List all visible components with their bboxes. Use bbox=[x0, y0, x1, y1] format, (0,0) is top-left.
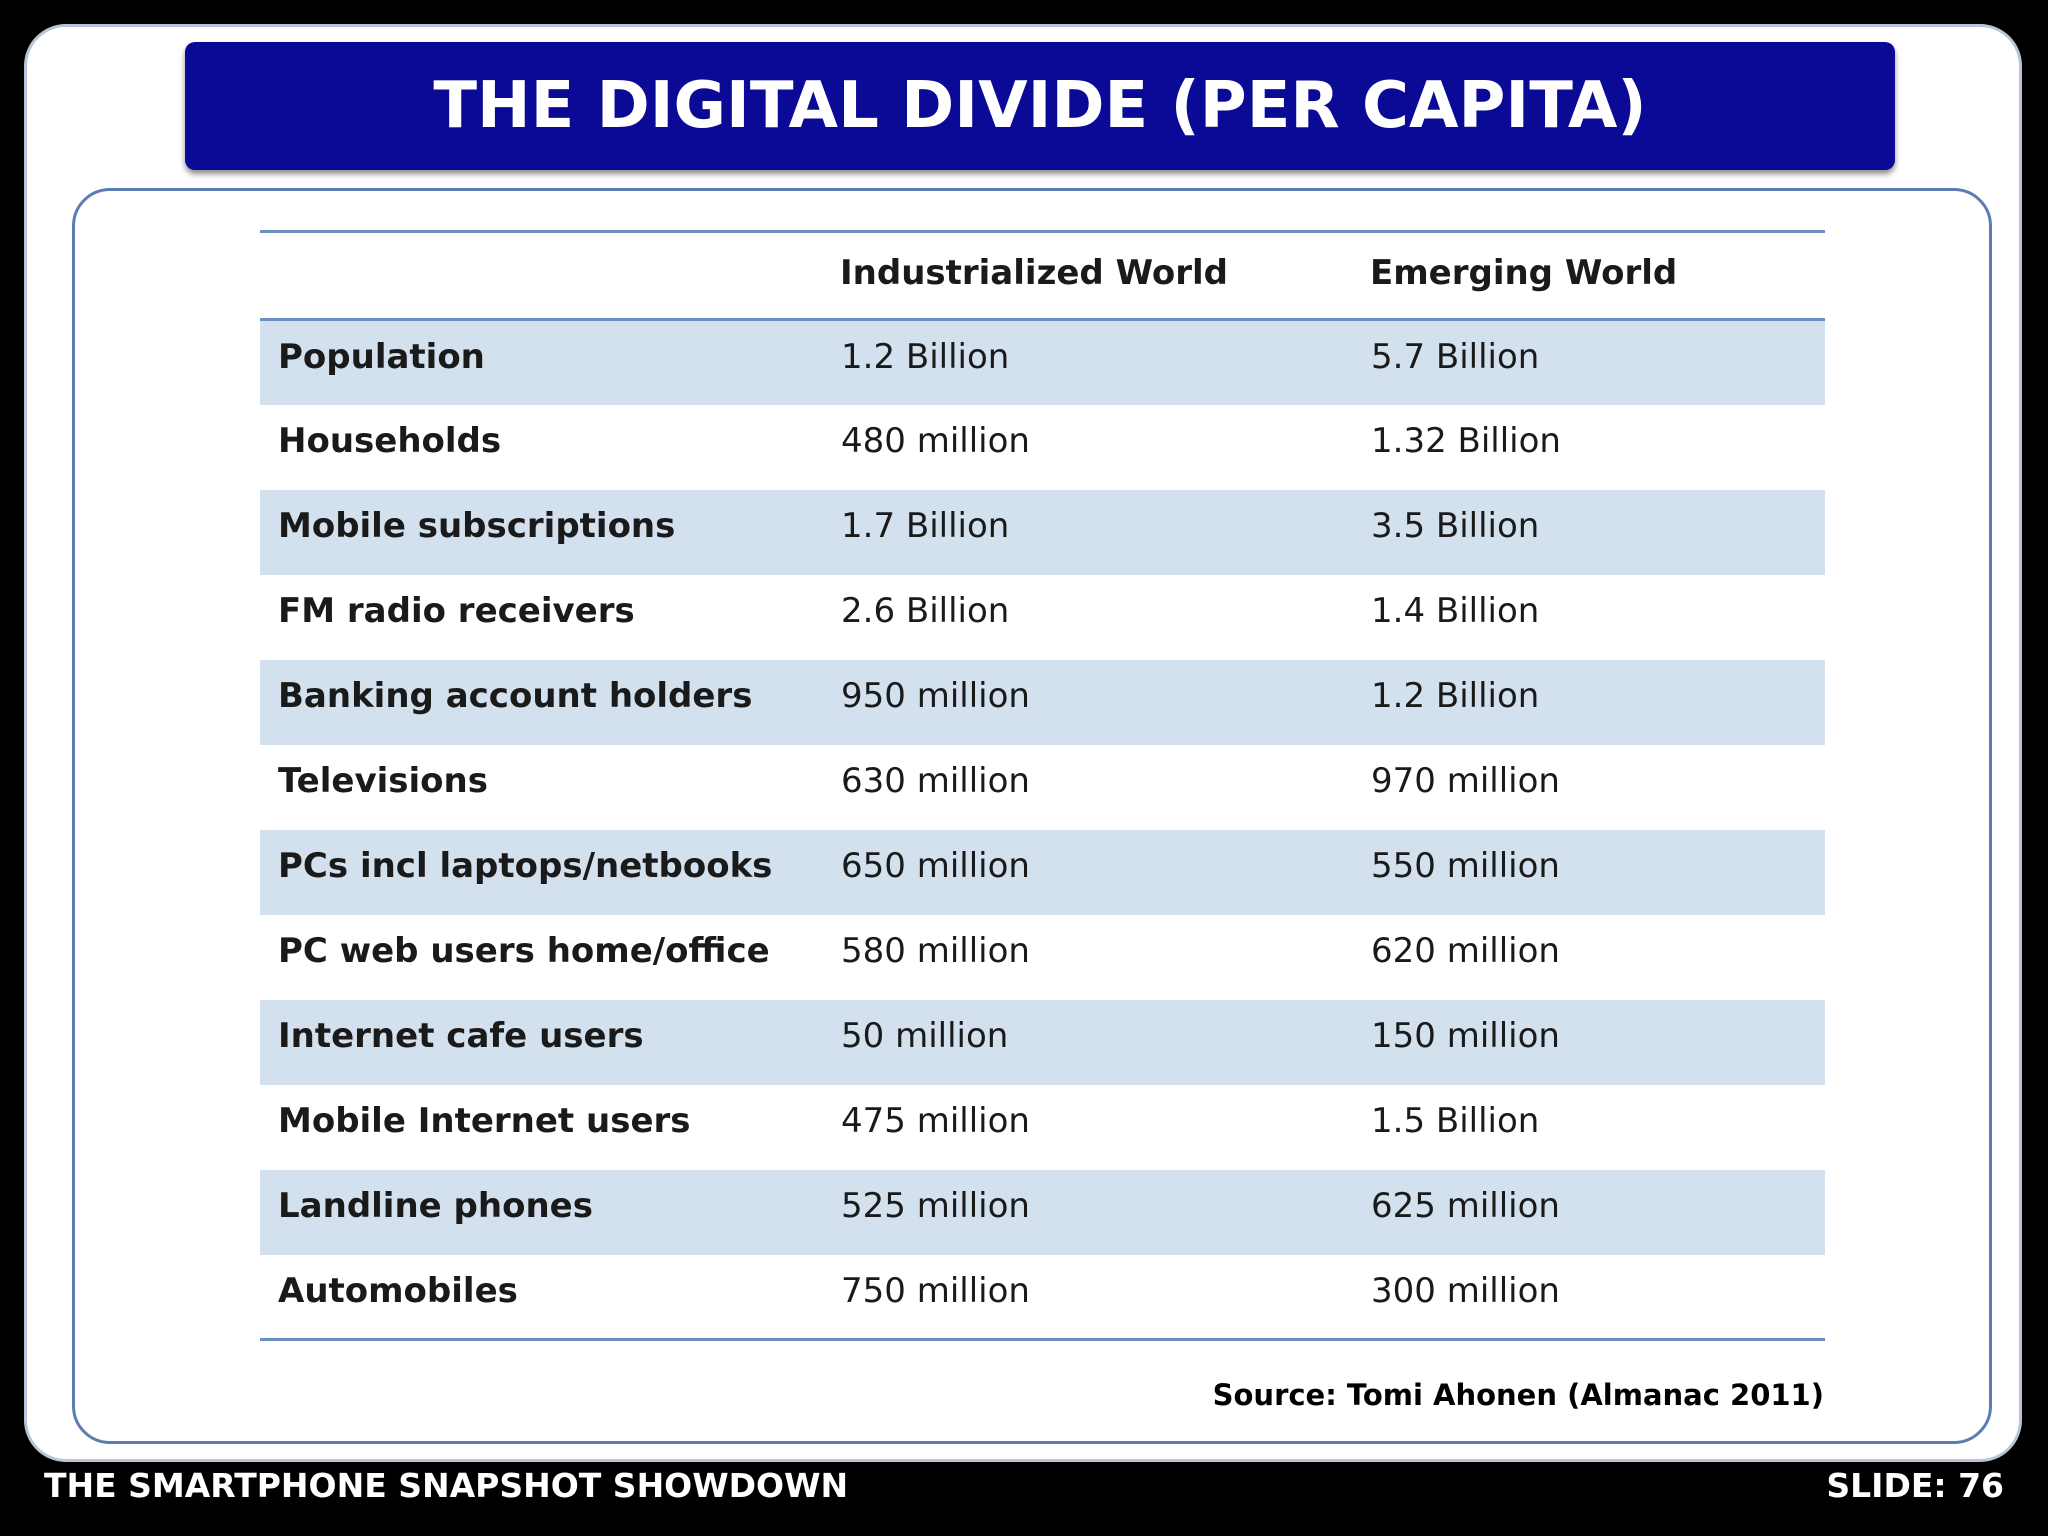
emerging-value: 5.7 Billion bbox=[1371, 337, 1540, 377]
row-label: Households bbox=[278, 420, 502, 461]
table-row: Mobile Internet users 475 million 1.5 Bi… bbox=[260, 1085, 1825, 1170]
emerging-value: 620 million bbox=[1371, 930, 1560, 971]
emerging-value: 970 million bbox=[1371, 760, 1560, 801]
emerging-value: 1.4 Billion bbox=[1371, 590, 1540, 631]
title-bar: THE DIGITAL DIVIDE (PER CAPITA) bbox=[185, 42, 1895, 170]
table-row: Landline phones 525 million 625 million bbox=[260, 1169, 1825, 1255]
slide-title: THE DIGITAL DIVIDE (PER CAPITA) bbox=[433, 69, 1647, 143]
industrialized-value: 2.6 Billion bbox=[841, 590, 1010, 631]
row-label: FM radio receivers bbox=[278, 590, 635, 631]
industrialized-value: 630 million bbox=[841, 760, 1030, 801]
industrialized-value: 1.7 Billion bbox=[841, 505, 1010, 546]
table-row: PCs incl laptops/netbooks 650 million 55… bbox=[260, 829, 1825, 915]
table-row: Mobile subscriptions 1.7 Billion 3.5 Bil… bbox=[260, 489, 1825, 575]
emerging-value: 1.2 Billion bbox=[1371, 675, 1540, 716]
header-emerging: Emerging World bbox=[1370, 230, 1825, 321]
industrialized-value: 525 million bbox=[841, 1185, 1030, 1226]
header-industrialized: Industrialized World bbox=[840, 230, 1370, 321]
content-panel bbox=[72, 188, 1992, 1444]
industrialized-value: 475 million bbox=[841, 1100, 1030, 1141]
industrialized-value: 950 million bbox=[841, 675, 1030, 716]
emerging-value: 550 million bbox=[1371, 845, 1560, 886]
table-row: Internet cafe users 50 million 150 milli… bbox=[260, 999, 1825, 1085]
industrialized-value: 1.2 Billion bbox=[841, 337, 1010, 377]
table-row: Households 480 million 1.32 Billion bbox=[260, 405, 1825, 490]
row-label: Landline phones bbox=[278, 1185, 593, 1226]
row-label: Population bbox=[278, 337, 485, 377]
table-row: Population 1.2 Billion 5.7 Billion bbox=[260, 319, 1825, 405]
row-label: Mobile Internet users bbox=[278, 1100, 691, 1141]
table-row: Banking account holders 950 million 1.2 … bbox=[260, 659, 1825, 745]
industrialized-value: 650 million bbox=[841, 845, 1030, 886]
row-label: PCs incl laptops/netbooks bbox=[278, 845, 773, 886]
table-row: Automobiles 750 million 300 million bbox=[260, 1254, 1825, 1341]
table-row: PC web users home/office 580 million 620… bbox=[260, 915, 1825, 1000]
industrialized-value: 580 million bbox=[841, 930, 1030, 971]
emerging-value: 1.5 Billion bbox=[1371, 1100, 1540, 1141]
digital-divide-table: Industrialized World Emerging World Popu… bbox=[260, 230, 1825, 1341]
industrialized-value: 480 million bbox=[841, 420, 1030, 461]
emerging-value: 150 million bbox=[1371, 1015, 1560, 1056]
emerging-value: 300 million bbox=[1370, 1254, 1825, 1341]
industrialized-value: 750 million bbox=[840, 1254, 1370, 1341]
source-citation: Source: Tomi Ahonen (Almanac 2011) bbox=[1212, 1378, 1824, 1412]
emerging-value: 3.5 Billion bbox=[1371, 505, 1540, 546]
row-label: Internet cafe users bbox=[278, 1015, 644, 1056]
table-body: Population 1.2 Billion 5.7 Billion House… bbox=[260, 319, 1825, 1341]
emerging-value: 625 million bbox=[1371, 1185, 1560, 1226]
footer-presentation-title: THE SMARTPHONE SNAPSHOT SHOWDOWN bbox=[44, 1466, 849, 1505]
table-header-row: Industrialized World Emerging World bbox=[260, 230, 1825, 321]
footer-slide-number: SLIDE: 76 bbox=[1826, 1466, 2004, 1505]
table-row: Televisions 630 million 970 million bbox=[260, 745, 1825, 830]
table-header: Industrialized World Emerging World bbox=[260, 230, 1825, 321]
header-label-column bbox=[260, 230, 840, 321]
table-row: FM radio receivers 2.6 Billion 1.4 Billi… bbox=[260, 575, 1825, 660]
row-label: Automobiles bbox=[260, 1254, 840, 1341]
row-label: Mobile subscriptions bbox=[278, 505, 676, 546]
row-label: Televisions bbox=[278, 760, 488, 801]
industrialized-value: 50 million bbox=[841, 1015, 1009, 1056]
row-label: Banking account holders bbox=[278, 675, 753, 716]
emerging-value: 1.32 Billion bbox=[1371, 420, 1561, 461]
row-label: PC web users home/office bbox=[278, 930, 770, 971]
